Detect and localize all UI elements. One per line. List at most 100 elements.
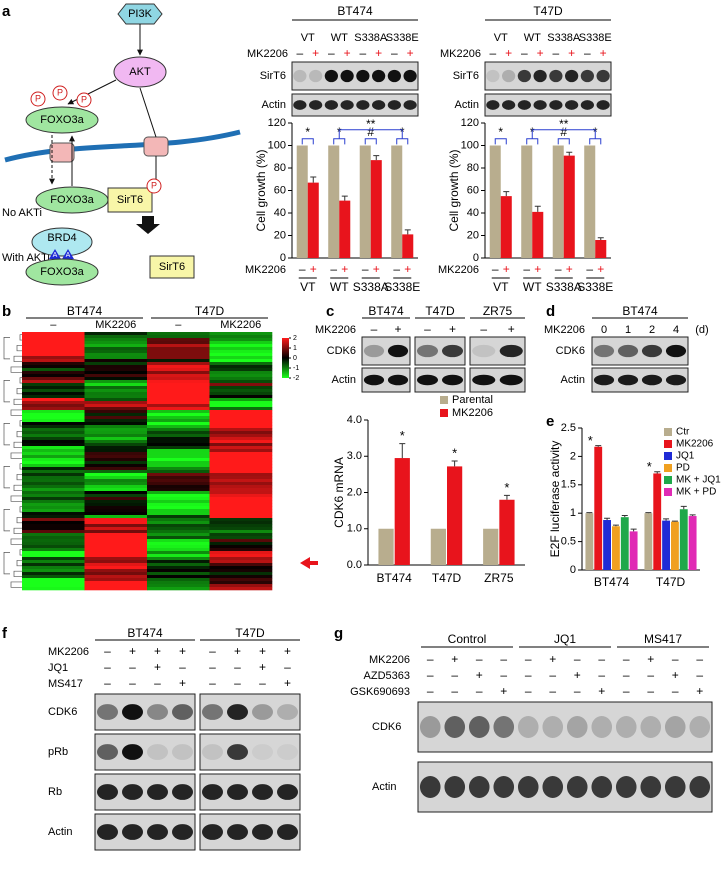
heatmap-cell bbox=[84, 410, 148, 414]
error-bar bbox=[597, 237, 604, 240]
sign: – bbox=[480, 322, 487, 336]
x-tick-label: BT474 bbox=[594, 575, 630, 589]
heatmap-cell bbox=[84, 491, 148, 495]
heatmap-cell bbox=[84, 581, 148, 585]
heatmap-cell bbox=[209, 470, 273, 474]
heatmap-cell bbox=[84, 533, 148, 537]
row-label: CDK6 bbox=[327, 345, 356, 357]
row-label: pRb bbox=[48, 746, 68, 758]
heatmap-cell bbox=[209, 524, 273, 528]
error-bar bbox=[689, 514, 696, 517]
arrow bbox=[67, 79, 117, 105]
heatmap-cell bbox=[147, 413, 210, 417]
significance-bracket bbox=[526, 138, 539, 145]
node-label: FOXO3a bbox=[50, 194, 94, 206]
sign: + bbox=[566, 262, 573, 276]
band bbox=[517, 716, 539, 738]
heatmap-cell bbox=[84, 509, 148, 513]
phospho-mark bbox=[146, 178, 162, 194]
heatmap-cell bbox=[22, 338, 85, 342]
sirt6-node bbox=[107, 187, 153, 213]
band bbox=[252, 704, 273, 720]
row-label: CDK6 bbox=[556, 345, 585, 357]
error-bar bbox=[612, 524, 619, 527]
heatmap-cell bbox=[84, 488, 148, 492]
sign: + bbox=[449, 322, 456, 336]
heatmap-cell bbox=[147, 554, 210, 558]
band bbox=[293, 69, 307, 83]
heatmap-cell bbox=[209, 353, 273, 357]
band bbox=[641, 344, 663, 358]
heatmap-cell bbox=[84, 479, 148, 483]
heatmap-cell bbox=[147, 401, 210, 405]
sign: – bbox=[549, 668, 556, 682]
legend-swatch bbox=[664, 476, 672, 484]
heatmap-cell bbox=[22, 416, 85, 420]
heatmap-cell bbox=[84, 476, 148, 480]
heatmap-cell bbox=[209, 476, 273, 480]
arrow bbox=[139, 87, 157, 138]
band bbox=[356, 100, 370, 110]
bar bbox=[653, 473, 662, 570]
scale-label: 0 bbox=[293, 355, 297, 362]
heatmap-cell bbox=[22, 524, 85, 528]
heatmap-cell bbox=[84, 419, 148, 423]
row-label: Actin bbox=[48, 826, 72, 838]
heatmap-cell bbox=[147, 569, 210, 573]
heatmap-cell bbox=[147, 533, 210, 537]
heatmap-cell bbox=[22, 560, 85, 564]
heatmap-cell bbox=[84, 506, 148, 510]
heatmap-cell bbox=[84, 434, 148, 438]
y-tick-label: 2 bbox=[570, 450, 576, 462]
heatmap-cell bbox=[147, 350, 210, 354]
legend-label: MK2206 bbox=[452, 407, 493, 419]
heatmap-cell bbox=[84, 437, 148, 441]
heatmap-cell bbox=[209, 365, 273, 369]
x-tick-label: ZR75 bbox=[484, 571, 514, 585]
heatmap-cell bbox=[84, 398, 148, 402]
heatmap-cell bbox=[22, 398, 85, 402]
heatmap-cell bbox=[84, 338, 148, 342]
lane-label: S338A bbox=[354, 32, 388, 44]
heatmap-cell bbox=[22, 497, 85, 501]
heatmap-cell bbox=[209, 485, 273, 489]
brd4-node bbox=[31, 227, 93, 257]
heatmap-cell bbox=[209, 557, 273, 561]
heatmap-cell bbox=[22, 377, 85, 381]
heatmap-cell bbox=[209, 455, 273, 459]
error-bar bbox=[680, 505, 687, 510]
sign: – bbox=[598, 652, 605, 666]
heatmap-cell bbox=[84, 332, 148, 336]
sign: + bbox=[476, 668, 483, 682]
lane-label: WT bbox=[524, 32, 541, 44]
band bbox=[533, 69, 547, 83]
heatmap-cell bbox=[84, 482, 148, 486]
row-label: CDK6 bbox=[372, 721, 401, 733]
heatmap-cell bbox=[84, 440, 148, 444]
y-tick-label: 3.0 bbox=[347, 450, 362, 462]
band bbox=[172, 744, 193, 760]
lane-label: WT bbox=[331, 32, 348, 44]
significance-label: * bbox=[400, 428, 405, 443]
band bbox=[147, 744, 168, 760]
heatmap-cell bbox=[22, 455, 85, 459]
band bbox=[227, 744, 248, 760]
band bbox=[444, 776, 466, 798]
heatmap-cell bbox=[209, 566, 273, 570]
heatmap-cell bbox=[209, 575, 273, 579]
heatmap-cell bbox=[147, 335, 210, 339]
akt-node bbox=[113, 56, 167, 88]
error-bar bbox=[399, 443, 406, 459]
sign: – bbox=[623, 652, 630, 666]
bar bbox=[688, 516, 697, 570]
significance-label: # bbox=[560, 125, 567, 139]
heatmap-cell bbox=[22, 437, 85, 441]
heatmap-cell bbox=[22, 458, 85, 462]
sign: + bbox=[312, 46, 319, 60]
legend-swatch bbox=[664, 428, 672, 436]
sign: + bbox=[597, 262, 604, 276]
bar bbox=[595, 240, 607, 258]
heatmap-cell bbox=[22, 563, 85, 567]
heatmap-cell bbox=[22, 488, 85, 492]
heatmap-cell bbox=[209, 413, 273, 417]
